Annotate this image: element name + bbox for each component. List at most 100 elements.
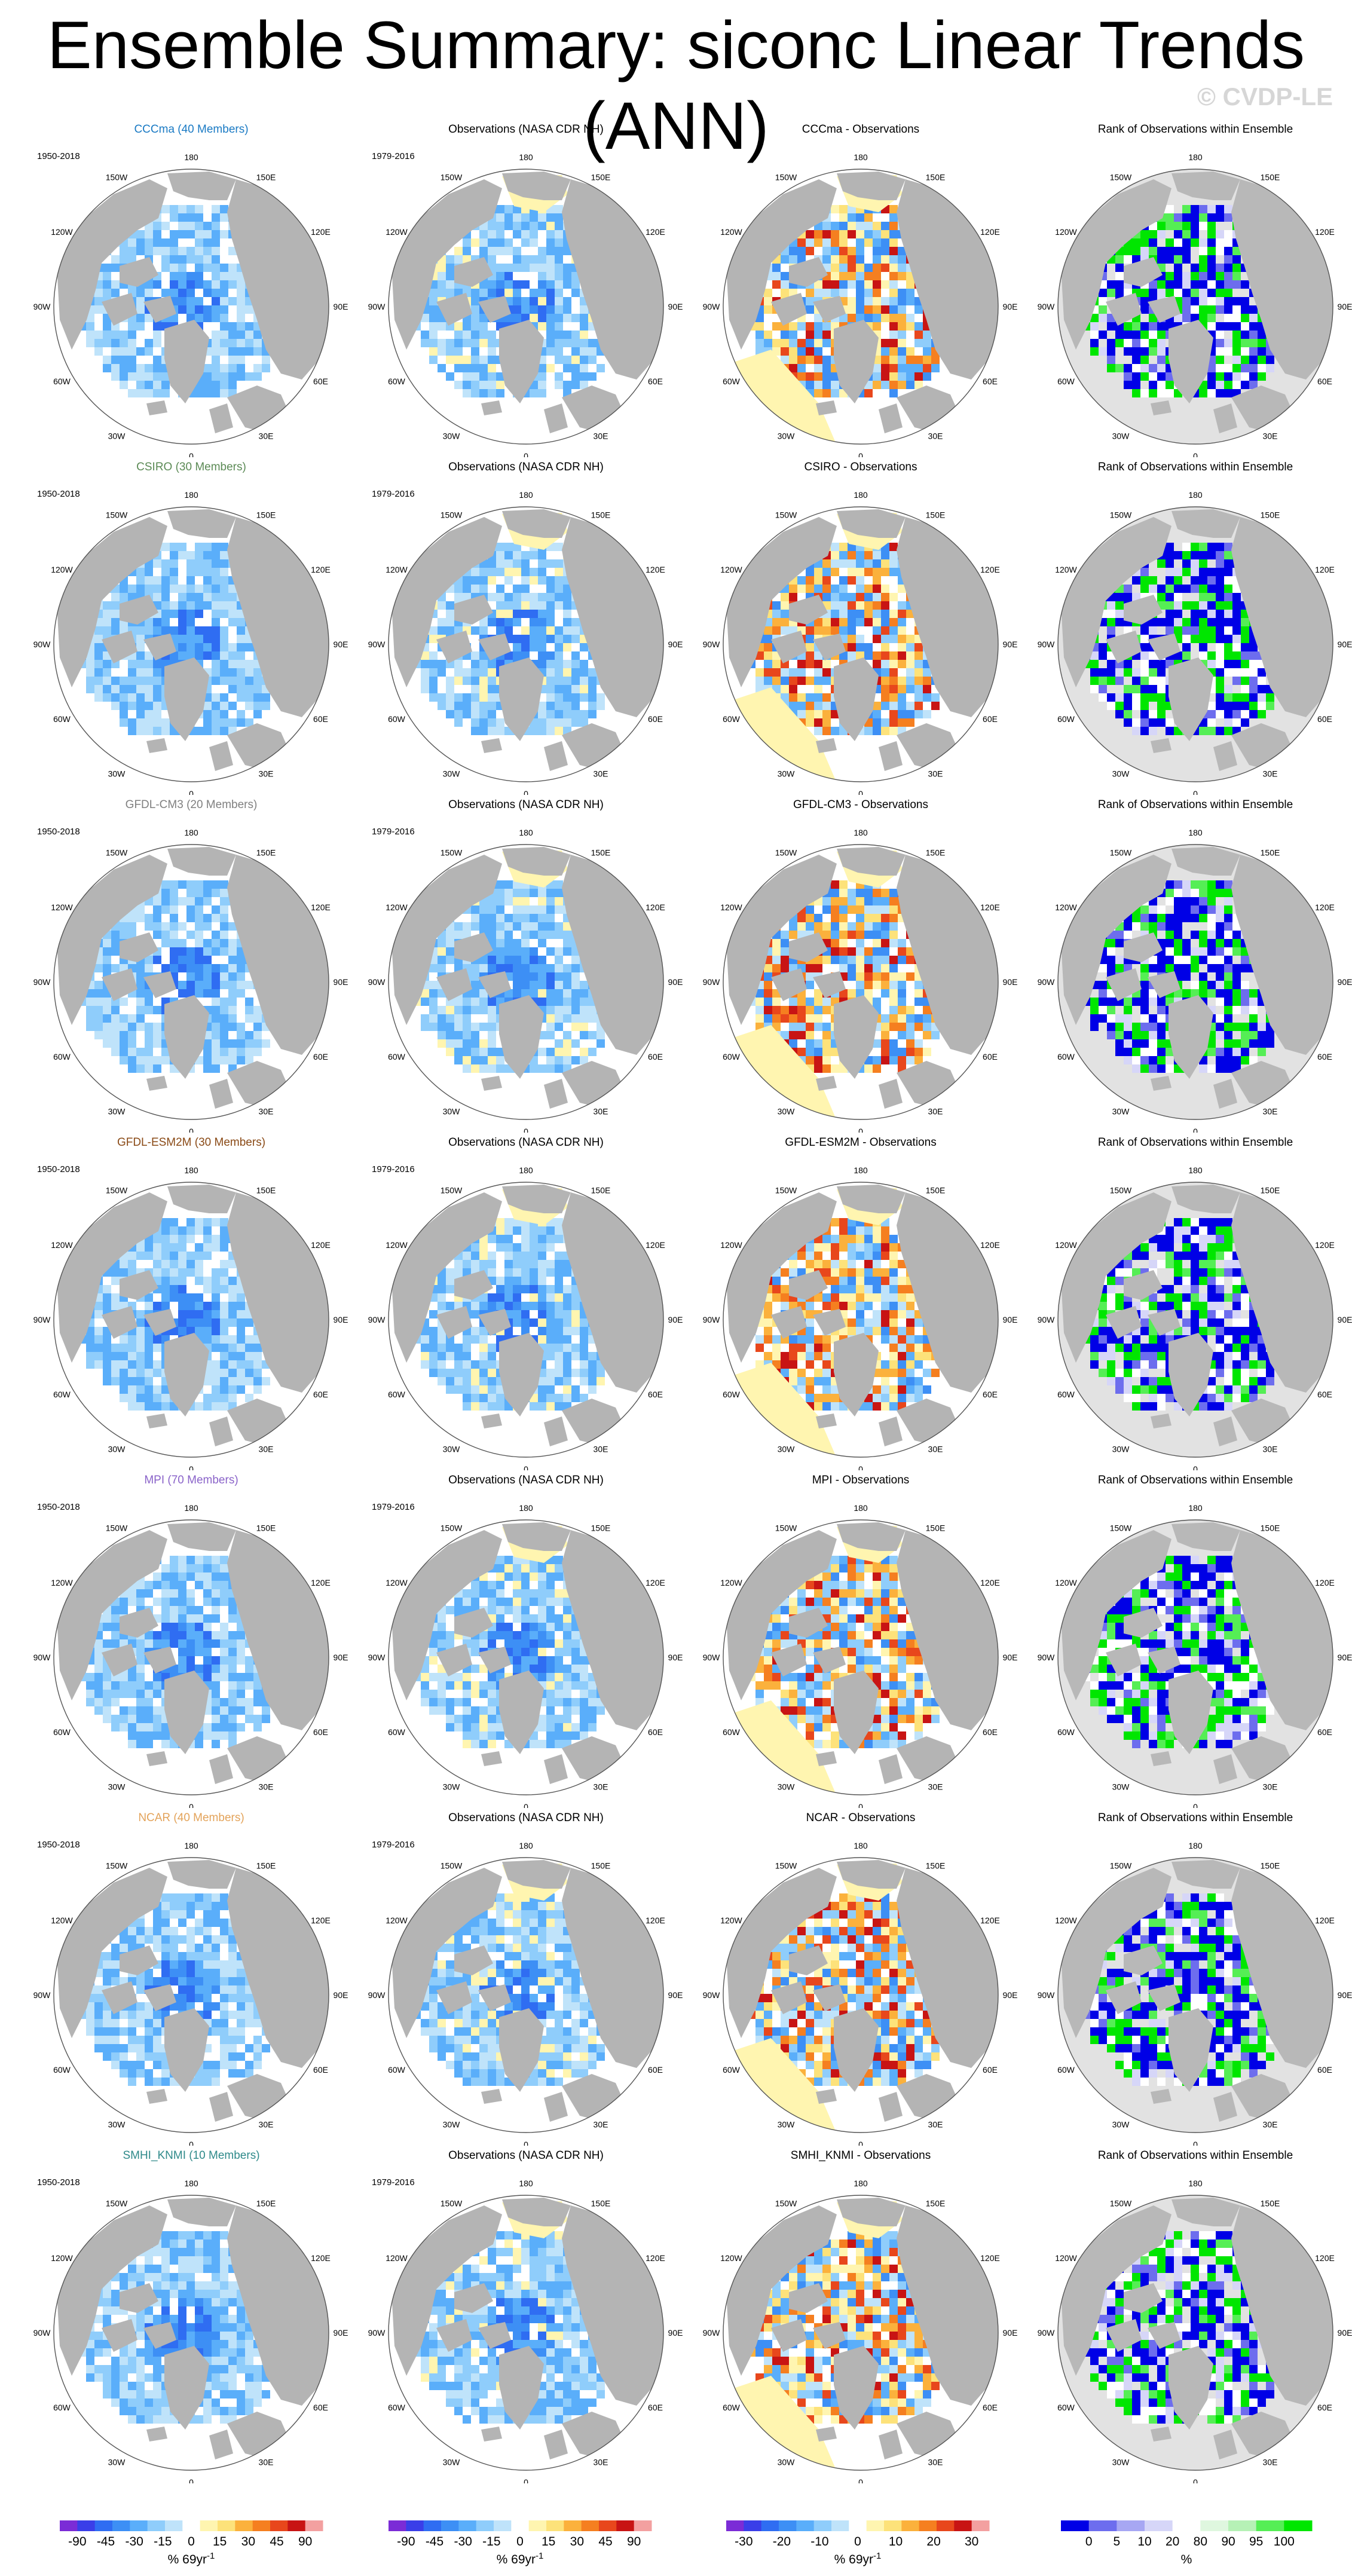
ice-cell [555,331,563,339]
ice-cell [86,1006,94,1014]
ice-cell [906,651,914,660]
ice-cell [848,601,856,610]
ice-cell [170,651,178,660]
ice-cell [789,331,797,339]
ice-cell [571,718,580,727]
land [771,968,807,1001]
ice-cell [496,880,504,889]
ice-cell [822,289,831,297]
ice-cell [128,693,136,702]
ice-cell [822,364,831,372]
ice-cell [1124,247,1132,255]
ice-cell [839,626,848,635]
ice-cell [814,1064,822,1073]
ice-cell [178,593,186,601]
ice-cell [195,981,203,989]
ice-cell [186,626,195,635]
ice-cell [421,998,429,1006]
ice-cell [1232,718,1241,727]
ice-cell [1149,339,1157,347]
ice-cell [797,322,806,331]
ice-cell [178,255,186,264]
ice-cell [914,651,923,660]
ice-cell [831,939,839,947]
ice-cell [145,1039,153,1048]
ice-cell [1182,230,1191,238]
ice-cell [546,718,555,727]
longitude-label: 120W [386,565,408,574]
ice-cell [463,1023,471,1031]
ice-cell [881,1048,889,1056]
ice-cell [772,964,781,972]
ice-cell [1140,585,1149,593]
ice-cell [806,643,814,651]
ice-cell [220,905,228,914]
ice-cell [546,618,555,626]
ice-cell [438,1023,446,1031]
ice-cell [170,931,178,939]
ice-cell [538,610,546,618]
ice-cell [864,264,873,272]
ice-cell [555,931,563,939]
ice-cell [555,255,563,264]
ice-cell [120,710,128,718]
longitude-label: 30W [778,769,796,779]
longitude-label: 120E [1315,227,1335,237]
longitude-label: 60E [313,1052,328,1061]
ice-cell [496,559,504,568]
land [499,657,544,741]
ice-cell [203,710,212,718]
land [1169,657,1213,741]
ice-cell [203,389,212,397]
ice-cell [178,264,186,272]
ice-cell [781,668,789,677]
ice-cell [831,956,839,964]
ice-cell [429,677,438,685]
ice-cell [1140,389,1149,397]
ice-cell [772,939,781,947]
ice-cell [94,297,103,305]
ice-cell [931,693,940,702]
ice-cell [1157,559,1166,568]
ice-cell [228,297,237,305]
ice-cell [438,322,446,331]
ice-cell [1107,702,1115,710]
ice-cell [1090,685,1099,693]
ice-cell [1149,322,1157,331]
ice-cell [1241,339,1249,347]
ice-cell [153,914,161,922]
ice-cell [421,989,429,998]
ice-cell [889,568,898,576]
ice-cell [454,718,463,727]
ice-cell [120,381,128,389]
ice-cell [546,677,555,685]
ice-cell [446,1039,454,1048]
ice-cell [923,1048,931,1056]
ice-cell [237,322,245,331]
ice-cell [220,331,228,339]
ice-cell [906,685,914,693]
ice-cell [781,677,789,685]
longitude-label: 120E [311,902,331,912]
ice-cell [145,989,153,998]
land [391,517,502,687]
ice-cell [538,551,546,559]
longitude-label: 150E [1261,510,1280,519]
ice-cell [128,1064,136,1073]
ice-cell [488,931,496,939]
ice-cell [446,356,454,364]
ice-cell [186,272,195,280]
ice-cell [1216,660,1224,668]
longitude-label: 60W [388,377,406,386]
ice-cell [120,593,128,601]
ice-cell [103,280,111,289]
land [1148,634,1180,660]
ice-cell [504,989,513,998]
ice-cell [588,710,597,718]
ice-cell [797,998,806,1006]
ice-cell [1182,222,1191,230]
ice-cell [831,593,839,601]
ice-cell [814,331,822,339]
ice-cell [563,643,571,651]
ice-cell [848,280,856,289]
